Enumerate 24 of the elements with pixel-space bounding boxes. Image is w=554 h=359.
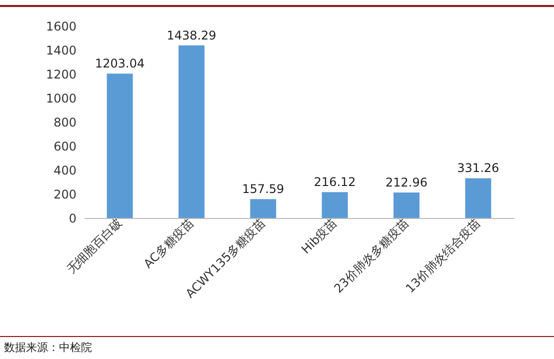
bar — [178, 45, 204, 218]
data-label: 1438.29 — [166, 28, 216, 42]
data-label: 157.59 — [242, 182, 284, 196]
data-label: 1203.04 — [95, 56, 145, 71]
bar — [250, 199, 276, 218]
data-label: 212.96 — [386, 175, 428, 190]
y-tick-label: 200 — [54, 188, 76, 202]
y-tick-label: 1000 — [46, 92, 76, 106]
y-tick-label: 600 — [54, 140, 76, 154]
bar — [394, 192, 420, 218]
bar — [106, 74, 133, 218]
y-tick-label: 1200 — [46, 68, 76, 82]
y-tick-label: 400 — [54, 164, 76, 178]
y-tick-label: 1400 — [46, 44, 76, 58]
bar — [322, 192, 348, 218]
data-label: 216.12 — [314, 175, 356, 190]
y-tick-label: 0 — [68, 212, 76, 226]
y-tick-label: 800 — [54, 116, 76, 130]
source-note: 数据来源：中检院 — [4, 340, 92, 355]
x-tick-label: AC多糖疫苗 — [141, 216, 196, 271]
bar — [465, 178, 492, 218]
data-label: 331.26 — [457, 161, 500, 176]
y-tick-label: 1600 — [46, 20, 76, 34]
x-tick-label: Hib疫苗 — [298, 216, 340, 257]
